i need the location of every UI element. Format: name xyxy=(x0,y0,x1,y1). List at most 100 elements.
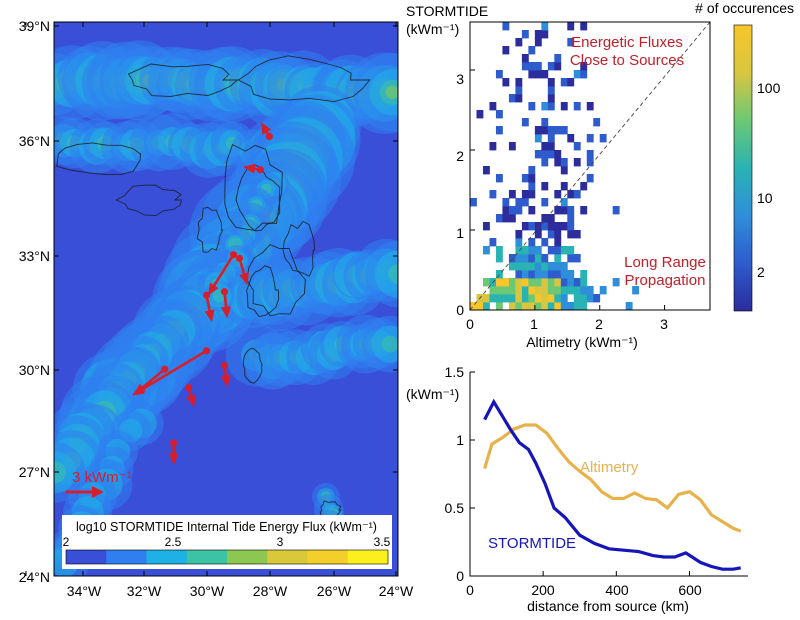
scale-arrow-label: 3 kWm⁻¹ xyxy=(72,469,132,486)
histogram-cell xyxy=(541,198,549,207)
histogram-cell xyxy=(541,70,549,79)
histogram-cell xyxy=(528,206,536,215)
histogram-cell xyxy=(534,302,542,310)
histogram-cell xyxy=(567,206,575,215)
histogram-cell xyxy=(554,246,562,255)
histogram-cell xyxy=(541,150,549,159)
histogram-cell xyxy=(573,294,581,303)
histogram-cell xyxy=(502,286,510,295)
scatter-xtick-0: 0 xyxy=(466,316,474,332)
histogram-cell xyxy=(560,158,568,167)
histogram-cell xyxy=(495,302,503,310)
histogram-cell xyxy=(554,254,562,263)
map-colorbar-tick-3_5: 3.5 xyxy=(374,535,391,549)
line-ytick-1: 1 xyxy=(456,432,464,448)
scatter-xtick-1: 1 xyxy=(530,316,538,332)
histogram-cell xyxy=(560,126,568,135)
histogram-cell xyxy=(580,270,588,279)
histogram-cell xyxy=(534,254,542,263)
histogram-cell xyxy=(521,190,529,199)
histogram-cell xyxy=(573,190,581,199)
histogram-cell xyxy=(541,238,549,247)
bathymetry-contour xyxy=(235,164,281,232)
histogram-cell xyxy=(547,278,555,287)
histogram-cell xyxy=(515,206,523,215)
histogram-cell xyxy=(599,286,607,295)
scatter-xtick-2: 2 xyxy=(595,316,603,332)
histogram-cell xyxy=(515,238,523,247)
line-ytick-0: 0 xyxy=(456,568,464,584)
histogram-cell xyxy=(495,294,503,303)
histogram-cell xyxy=(489,294,497,303)
map-colorbar-tick-2: 2 xyxy=(63,535,70,549)
histogram-cell xyxy=(528,174,536,183)
series-altimetry xyxy=(483,423,742,533)
histogram-cell xyxy=(482,222,490,231)
histogram-cell xyxy=(554,286,562,295)
histogram-cell xyxy=(495,246,503,255)
histogram-cell xyxy=(489,142,497,151)
histogram-cell xyxy=(502,198,510,207)
histogram-cell xyxy=(528,278,536,287)
histogram-cell xyxy=(528,294,536,303)
lat-label-24: 24°N xyxy=(19,569,50,585)
histogram-cell xyxy=(521,278,529,287)
map-colorbar: log10 STORMTIDE Internal Tide Energy Flu… xyxy=(62,515,392,569)
line-ticks xyxy=(469,371,690,577)
lat-label-30: 30°N xyxy=(19,362,50,378)
histogram-cell xyxy=(508,214,516,223)
histogram-cell xyxy=(573,142,581,151)
bathymetry-contour xyxy=(237,55,371,103)
histogram-cell xyxy=(502,78,510,87)
histogram-cell xyxy=(508,190,516,199)
histogram-cell xyxy=(541,270,549,279)
histogram-cell xyxy=(534,38,542,47)
histogram-cell xyxy=(482,278,490,287)
histogram-cell xyxy=(502,278,510,287)
histogram-cell xyxy=(567,254,575,263)
histogram-cell xyxy=(541,142,549,151)
histogram-cell xyxy=(534,134,542,143)
histogram-cell xyxy=(508,302,516,310)
hist-colorbar-tick-10: 10 xyxy=(757,190,773,206)
histogram-cell xyxy=(547,286,555,295)
line-ytick-1_5: 1.5 xyxy=(445,364,465,380)
histogram-cell xyxy=(580,302,588,310)
histogram-cell xyxy=(521,62,529,71)
histogram-cell xyxy=(508,286,516,295)
map-colorbar-swatch xyxy=(347,550,389,564)
scatter-panel: STORMTIDE (kWm⁻¹) 0 1 2 3 0 1 2 3 Altime… xyxy=(406,0,794,350)
histogram-cell xyxy=(547,150,555,159)
scatter-ticks xyxy=(469,69,666,311)
histogram-cell xyxy=(489,286,497,295)
histogram-cell xyxy=(515,246,523,255)
map-colorbar-swatch xyxy=(106,550,147,564)
lat-label-33: 33°N xyxy=(19,248,50,264)
histogram-cell xyxy=(567,214,575,223)
line-y-ticklabels: 0 0.5 1 1.5 xyxy=(445,364,465,584)
histogram-cell xyxy=(534,262,542,271)
histogram-cell xyxy=(625,302,633,310)
scatter-y-ticklabels: 0 1 2 3 xyxy=(456,71,464,318)
line-xtick-400: 400 xyxy=(605,582,629,598)
histogram-cell xyxy=(534,270,542,279)
histogram-cell xyxy=(632,286,640,295)
histogram-cell xyxy=(580,286,588,295)
histogram-cell xyxy=(495,110,503,119)
histogram-cell xyxy=(489,238,497,247)
histogram-cell xyxy=(586,294,594,303)
flux-arrow-head xyxy=(243,163,256,174)
histogram-cell xyxy=(547,94,555,103)
lon-label-28: 28°W xyxy=(253,583,288,599)
histogram-cell xyxy=(547,62,555,71)
histogram-cell xyxy=(495,278,503,287)
histogram-cell xyxy=(580,294,588,303)
histogram-cell xyxy=(580,22,588,31)
hist-colorbar-title: # of occurences xyxy=(695,0,794,16)
histogram-cell xyxy=(515,270,523,279)
series-stormtide xyxy=(483,398,742,571)
histogram-cell xyxy=(560,262,568,271)
histogram-cell xyxy=(541,278,549,287)
histogram-cell xyxy=(580,278,588,287)
lat-label-27: 27°N xyxy=(19,464,50,480)
